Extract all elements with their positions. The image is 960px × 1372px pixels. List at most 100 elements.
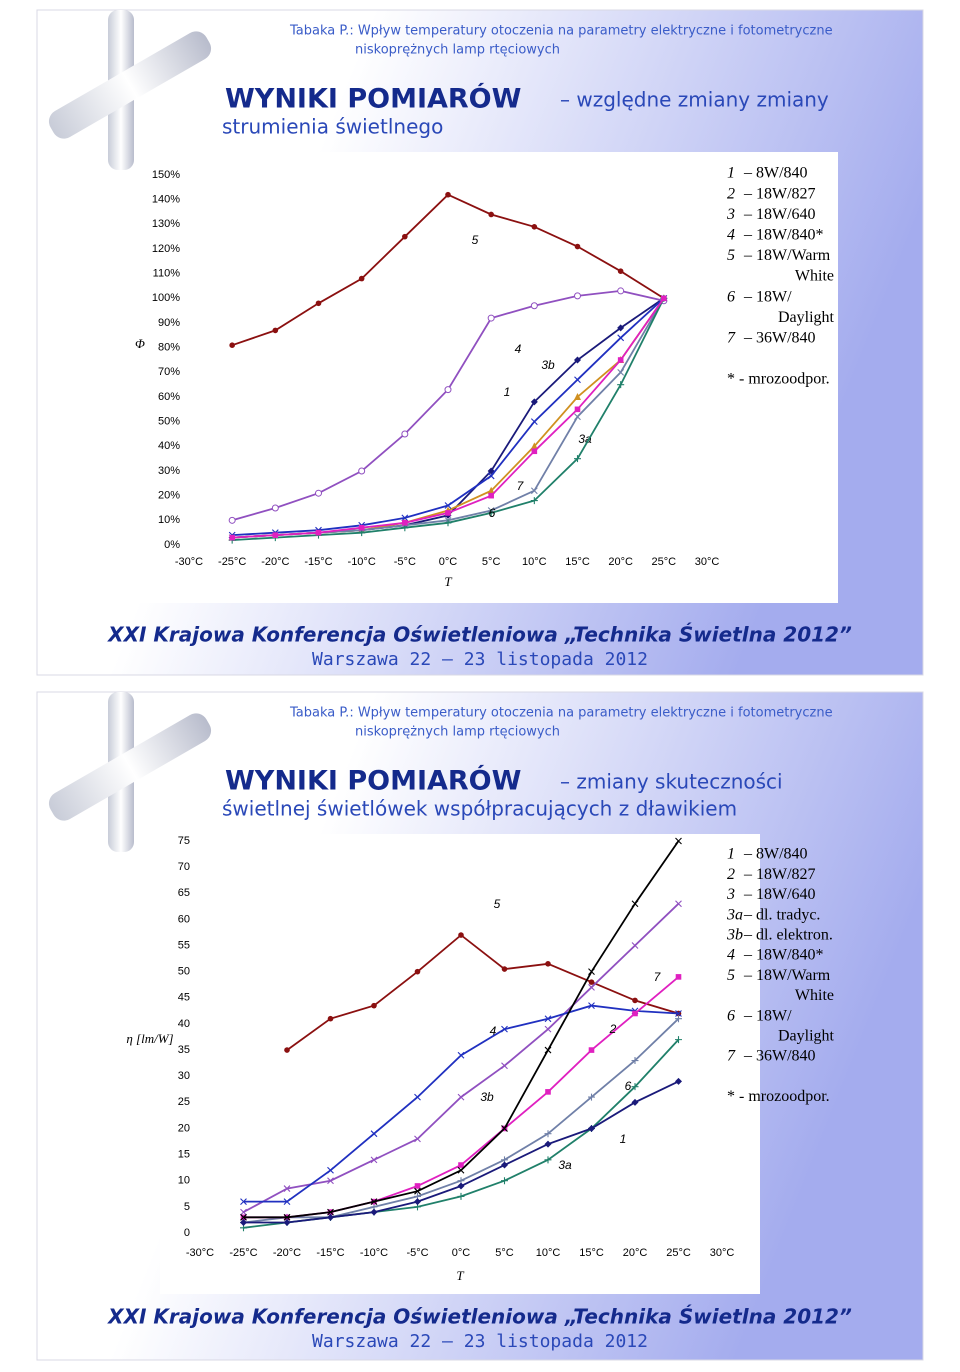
data-point (574, 243, 581, 250)
data-point (501, 1177, 508, 1185)
legend-note: * - mrozoodpor. (727, 1088, 830, 1105)
y-tick-label: 10% (158, 514, 180, 526)
data-point (458, 932, 464, 938)
legend-label: – 18W/ (743, 1007, 792, 1024)
legend-key: 6 (727, 1007, 735, 1024)
data-point (574, 455, 581, 463)
curve-label: 6 (489, 506, 496, 520)
curve-label: 3a (578, 432, 592, 446)
footer-line: XXI Krajowa Konferencja Oświetleniowa „T… (106, 623, 852, 647)
x-tick-label: -15°C (304, 556, 332, 568)
legend-key: 3b (726, 926, 743, 943)
legend-key: 1 (727, 165, 735, 182)
data-point (444, 502, 452, 509)
lamp-decoration (48, 10, 212, 852)
x-tick-label: 25°C (666, 1247, 691, 1259)
slide-subtitle: – zmiany skuteczności (560, 770, 783, 794)
data-point (501, 1161, 508, 1169)
data-point (284, 1047, 290, 1053)
curve-label: 3b (541, 358, 555, 372)
data-point (632, 997, 638, 1004)
y-tick-label: 30 (178, 1070, 190, 1082)
legend-label: – 18W/640 (743, 886, 816, 903)
legend-label: White (795, 268, 834, 285)
data-point (229, 534, 235, 541)
data-point (457, 1093, 465, 1101)
y-axis-label: Φ (135, 336, 145, 351)
data-point (370, 1156, 378, 1164)
y-tick-label: 35 (178, 1044, 190, 1056)
x-tick-label: -20°C (261, 556, 289, 568)
data-point (632, 1010, 638, 1017)
legend-key: 3 (726, 206, 735, 223)
data-point (414, 1187, 421, 1195)
data-point (675, 1077, 682, 1085)
data-point (588, 1093, 595, 1101)
legend-label: – 18W/640 (743, 206, 816, 223)
data-point (414, 1198, 421, 1206)
lamp-tube (48, 713, 212, 821)
data-point (545, 961, 551, 967)
curve-label: 4 (490, 1024, 497, 1038)
data-point (315, 529, 322, 536)
data-point (283, 1198, 291, 1206)
data-point (457, 1051, 465, 1059)
data-point (457, 1192, 465, 1200)
legend-key: 7 (727, 329, 736, 346)
data-point (544, 1015, 552, 1023)
data-point (617, 334, 625, 342)
x-tick-label: 15°C (565, 556, 590, 568)
x-tick-label: 10°C (536, 1247, 561, 1259)
curve-label: 5 (494, 897, 501, 911)
x-tick-label: 15°C (579, 1247, 604, 1259)
curve-label: 1 (620, 1132, 627, 1146)
data-point (675, 900, 682, 908)
data-point (402, 233, 408, 240)
data-point (402, 520, 408, 526)
x-tick-label: 30°C (695, 556, 720, 568)
data-point (457, 1166, 465, 1174)
data-point (327, 1177, 334, 1185)
data-point (240, 1198, 247, 1206)
y-tick-label: 70% (158, 366, 180, 378)
data-point (414, 1183, 421, 1189)
legend-label: – 8W/840 (743, 165, 808, 182)
data-point (530, 398, 538, 406)
data-point (574, 393, 581, 400)
legend-label: – 18W/ (743, 288, 792, 305)
data-point (371, 1002, 377, 1009)
data-point (315, 300, 322, 307)
data-point (370, 1130, 378, 1138)
y-tick-label: 15 (178, 1149, 190, 1161)
x-tick-label: 0°C (439, 556, 458, 568)
x-tick-label: -25°C (229, 1247, 257, 1259)
series (229, 295, 667, 541)
legend-label: – 8W/840 (743, 846, 808, 863)
data-point (327, 1208, 334, 1216)
data-point (544, 1046, 552, 1054)
data-point (530, 442, 538, 450)
data-point (358, 275, 365, 282)
footer-line: Warszawa 22 – 23 listopada 2012 (312, 649, 648, 670)
y-tick-label: 50% (158, 416, 180, 428)
legend-label: – 18W/827 (743, 185, 816, 202)
y-tick-label: 150% (152, 169, 180, 181)
legend-key: 4 (727, 226, 735, 243)
y-tick-label: 0 (184, 1227, 190, 1239)
series (240, 1077, 682, 1227)
legend-note: * - mrozoodpor. (727, 371, 830, 388)
legend-label: – dl. tradyc. (743, 906, 820, 923)
y-tick-label: 110% (153, 268, 181, 280)
curve-label: 4 (515, 342, 522, 356)
data-point (487, 486, 495, 494)
curve-label: 6 (625, 1079, 632, 1093)
y-tick-label: 140% (152, 194, 180, 206)
data-point (530, 418, 538, 426)
y-tick-label: 45 (178, 992, 190, 1004)
slide-title: WYNIKI POMIARÓW (225, 765, 521, 797)
x-tick-label: 5°C (482, 556, 501, 568)
source-line: niskoprężnych lamp rtęciowych (355, 725, 560, 740)
series (240, 837, 682, 1221)
series (240, 900, 682, 1216)
x-tick-label: 0°C (452, 1247, 471, 1259)
